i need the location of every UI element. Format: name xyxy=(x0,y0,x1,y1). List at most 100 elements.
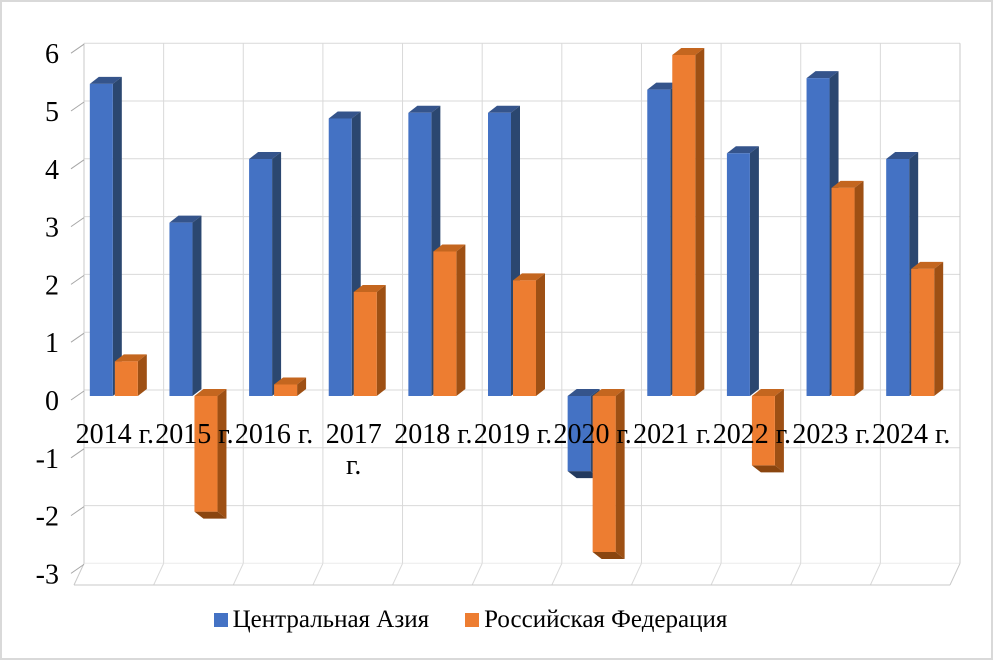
bar-top-face xyxy=(513,273,545,281)
bar-front-face xyxy=(886,159,910,396)
y-axis-labels: 6 5 4 3 2 1 0 -1 -2 -3 xyxy=(36,39,59,590)
bar-top-face xyxy=(353,284,386,292)
bar-russian-federation-2017 xyxy=(353,284,386,396)
bar-front-face xyxy=(647,89,671,396)
bar-front-face xyxy=(567,396,591,472)
bar-top-face xyxy=(328,111,361,119)
legend-item-central-asia: Центральная Азия xyxy=(213,606,430,634)
bar-russian-federation-2018 xyxy=(433,244,466,396)
bar-front-face xyxy=(408,112,432,396)
bar-russian-federation-2024 xyxy=(911,261,944,396)
bar-top-face xyxy=(672,47,705,55)
bar-side-face xyxy=(934,261,944,396)
bar-front-face xyxy=(274,384,298,396)
bar-front-face xyxy=(89,83,113,396)
bar-russian-federation-2016 xyxy=(274,377,307,396)
bar-side-face xyxy=(536,273,545,396)
y-tick-label--1: -1 xyxy=(36,444,59,475)
legend-swatch-central-asia-icon xyxy=(213,613,228,627)
bars-layer xyxy=(89,47,944,560)
bar-front-face xyxy=(249,159,273,396)
bar-top-face xyxy=(274,377,307,385)
legend: Центральная Азия Российская Федерация xyxy=(2,606,967,634)
bar-front-face xyxy=(433,251,457,396)
y-tick-label-1: 1 xyxy=(45,328,59,359)
bar-side-face xyxy=(376,284,386,396)
bar-side-face xyxy=(854,180,864,396)
bar-bottom-face xyxy=(592,552,625,560)
bar-top-face xyxy=(592,389,625,396)
bar-front-face xyxy=(513,280,536,396)
legend-swatch-russian-federation-icon xyxy=(465,613,480,627)
bar-central-asia-2016 xyxy=(249,152,282,396)
bar-bottom-face xyxy=(751,465,784,473)
bar-central-asia-2015 xyxy=(169,215,202,396)
bar-front-face xyxy=(488,112,511,396)
bar-side-face xyxy=(272,152,282,396)
bar-front-face xyxy=(751,396,775,466)
bar-top-face xyxy=(886,152,919,160)
bar-front-face xyxy=(592,396,616,553)
bar-side-face xyxy=(192,215,202,396)
y-tick-label-6: 6 xyxy=(45,39,59,70)
bar-top-face xyxy=(433,244,466,252)
bar-top-face xyxy=(647,82,680,90)
y-tick-label-0: 0 xyxy=(45,386,59,417)
bar-front-face xyxy=(672,54,696,396)
bar-side-face xyxy=(749,146,759,396)
y-tick-label--2: -2 xyxy=(36,502,59,533)
bar-side-face xyxy=(456,244,466,396)
chart-floor xyxy=(73,563,961,586)
bar-side-face xyxy=(297,377,307,396)
bar-front-face xyxy=(831,187,855,396)
bar-central-asia-2022 xyxy=(726,146,759,396)
bar-side-face xyxy=(137,354,147,396)
floor-surface xyxy=(74,563,960,585)
y-tick-label-4: 4 xyxy=(45,155,59,186)
bar-front-face xyxy=(194,396,218,512)
bar-russian-federation-2020 xyxy=(592,389,625,560)
y-axis-ticks xyxy=(70,43,85,574)
bar-top-face xyxy=(114,354,147,362)
bar-front-face xyxy=(353,291,377,396)
bar-side-face xyxy=(774,389,784,473)
bar-side-face xyxy=(217,389,227,519)
bar-central-asia-2014 xyxy=(89,76,122,396)
bar-top-face xyxy=(751,389,784,396)
bar-top-face xyxy=(194,389,227,396)
bar-top-face xyxy=(249,152,282,160)
bar-side-face xyxy=(695,47,705,396)
y-tick-label--3: -3 xyxy=(36,559,59,590)
bar-bottom-face xyxy=(567,471,600,479)
bar-top-face xyxy=(408,105,441,113)
bar-side-face xyxy=(615,389,625,560)
bar-front-face xyxy=(114,361,138,396)
bar-russian-federation-2015 xyxy=(194,389,227,519)
bar-top-face xyxy=(567,389,600,396)
bar-top-face xyxy=(488,105,520,113)
bar-russian-federation-2021 xyxy=(672,47,705,396)
legend-label-central-asia: Центральная Азия xyxy=(232,606,430,633)
y-tick-label-2: 2 xyxy=(45,270,59,301)
bar-front-face xyxy=(806,78,830,396)
bar-russian-federation-2014 xyxy=(114,354,147,396)
y-tick-label-5: 5 xyxy=(45,97,59,128)
bar-russian-federation-2023 xyxy=(831,180,864,396)
bar-top-face xyxy=(89,76,122,84)
bar-front-face xyxy=(169,222,193,396)
bar-side-face xyxy=(112,76,122,396)
bar-top-face xyxy=(831,180,864,188)
bar-top-face xyxy=(806,71,839,79)
legend-label-russian-federation: Российская Федерация xyxy=(484,606,728,633)
y-tick-label-3: 3 xyxy=(45,213,59,244)
bar-front-face xyxy=(911,268,935,396)
bar-top-face xyxy=(726,146,759,154)
bar-front-face xyxy=(726,153,750,396)
bar-top-face xyxy=(911,261,944,269)
bar-front-face xyxy=(328,118,352,396)
bar-russian-federation-2019 xyxy=(513,273,545,396)
bar-top-face xyxy=(169,215,202,223)
bar-bottom-face xyxy=(194,511,227,519)
